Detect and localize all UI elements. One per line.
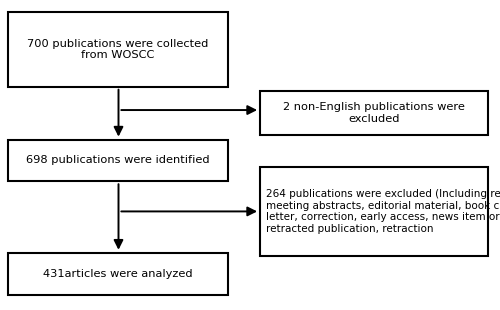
FancyBboxPatch shape <box>260 91 488 135</box>
Text: 700 publications were collected
from WOSCC: 700 publications were collected from WOS… <box>27 39 208 60</box>
Text: 431articles were analyzed: 431articles were analyzed <box>42 268 192 279</box>
Text: 698 publications were identified: 698 publications were identified <box>26 155 210 166</box>
FancyBboxPatch shape <box>260 167 488 256</box>
FancyBboxPatch shape <box>8 12 228 87</box>
FancyBboxPatch shape <box>8 253 228 294</box>
Text: 2 non-English publications were
excluded: 2 non-English publications were excluded <box>283 102 465 124</box>
FancyBboxPatch shape <box>8 140 228 181</box>
Text: 264 publications were excluded (Including review,
meeting abstracts, editorial m: 264 publications were excluded (Includin… <box>266 189 500 234</box>
